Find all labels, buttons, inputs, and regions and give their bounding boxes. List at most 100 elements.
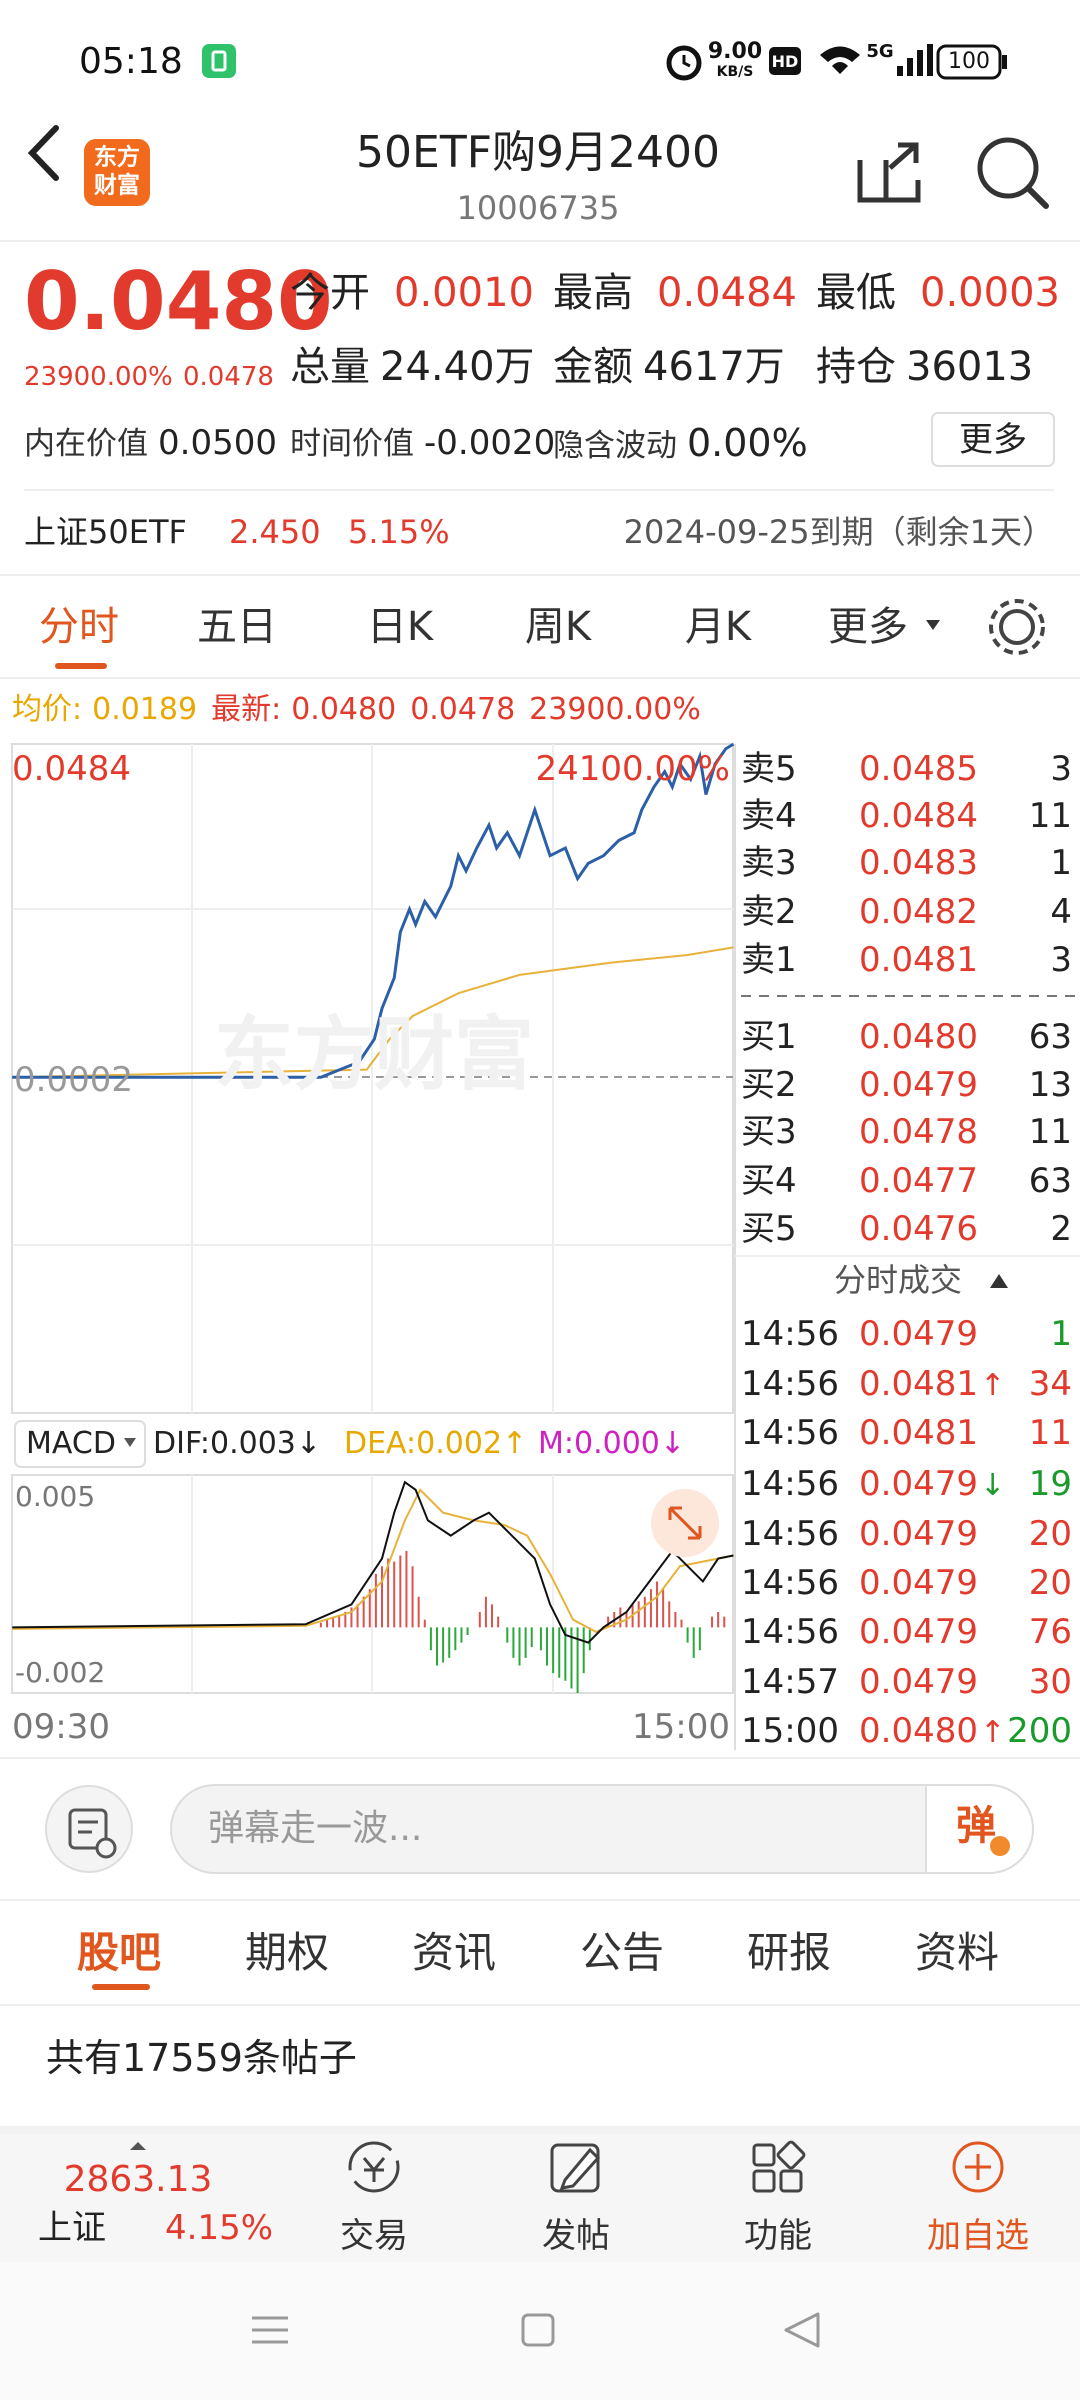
latest-value: 0.0480 (291, 692, 397, 727)
trade-time: 14:56 (741, 1464, 839, 1504)
stat-value: 4617万 (643, 344, 785, 390)
trade-volume: 30 (1028, 1662, 1072, 1702)
trade-time: 14:56 (741, 1314, 839, 1354)
macd-ymin: -0.002 (15, 1656, 106, 1689)
trade-arrow: ↑ (979, 1368, 1006, 1403)
latest-pct: 23900.00% (529, 692, 701, 727)
chart-high: 0.0484 (12, 749, 131, 789)
book-label: 卖1 (741, 940, 797, 980)
more-button[interactable]: 更多 (959, 420, 1027, 460)
bottom-item[interactable]: 功能 (744, 2216, 812, 2256)
trade-price-value: 0.0479 (859, 1563, 978, 1603)
trade-volume: 1 (1050, 1314, 1072, 1354)
chart-tab[interactable]: 周K (524, 604, 592, 650)
stat: 持仓 36013 (816, 347, 1033, 387)
stat-label: 金额 (553, 344, 633, 390)
trade-time: 14:56 (741, 1563, 839, 1603)
section-tab[interactable]: 公告 (579, 1928, 665, 1977)
stat-label: 持仓 (816, 344, 896, 390)
status-time: 05:18 (79, 41, 183, 82)
stat: 总量 24.40万 (290, 347, 535, 387)
trade-time: 14:56 (741, 1514, 839, 1554)
trade-price: 0.0479 (859, 1517, 978, 1551)
page-title: 50ETF购9月2400 (356, 127, 720, 178)
chart-tab[interactable]: 月K (684, 604, 752, 650)
divider (0, 2004, 1080, 2006)
latest-label: 最新: (211, 692, 282, 727)
watermark: 东方财富 (214, 1008, 534, 1101)
macd-dea: DEA:0.002↑ (344, 1426, 528, 1461)
book-label: 买2 (741, 1065, 797, 1105)
macd-name: MACD (26, 1426, 116, 1461)
trade-volume: 20 (1028, 1563, 1072, 1603)
book-price: 0.0479 (859, 1065, 978, 1105)
trade-arrow: ↓ (979, 1468, 1006, 1503)
trade-volume: 34 (1028, 1364, 1072, 1404)
book-price: 0.0481 (859, 940, 978, 980)
book-price: 0.0485 (859, 749, 978, 789)
chart-tab[interactable]: 五日 (197, 604, 277, 650)
book-price: 0.0480 (859, 1017, 978, 1057)
book-price: 0.0483 (859, 843, 978, 883)
stat-value: 0.00% (687, 421, 808, 465)
trade-volume: 200 (1007, 1711, 1072, 1751)
stat-label: 时间价值 (290, 426, 414, 462)
book-volume: 63 (1028, 1017, 1072, 1057)
trade-time: 14:56 (741, 1364, 839, 1404)
stat-label: 最高 (553, 270, 633, 316)
chart-tab[interactable]: 更多 (828, 604, 908, 650)
logo-text: 东方 (94, 144, 140, 171)
battery-level: 100 (948, 49, 990, 74)
book-volume: 13 (1028, 1065, 1072, 1105)
chart-tab[interactable]: 分时 (39, 604, 119, 650)
net-speed: 9.00 (707, 39, 763, 64)
net-speed-unit: KB/S (716, 64, 754, 80)
trade-price: 0.0481 (859, 1416, 978, 1450)
bottom-item[interactable]: 交易 (340, 2216, 408, 2256)
stat-value: 0.0500 (158, 423, 277, 463)
bottom-item[interactable]: 发帖 (542, 2216, 610, 2256)
book-volume: 11 (1028, 796, 1072, 836)
divider (0, 1899, 1080, 1901)
book-volume: 63 (1028, 1161, 1072, 1201)
section-tab[interactable]: 股吧 (76, 1928, 162, 1977)
macd-m: M:0.000↓ (538, 1426, 686, 1461)
book-label: 买4 (741, 1161, 797, 1201)
stat: 最低 0.0003 (816, 273, 1060, 313)
section-tab[interactable]: 资讯 (411, 1928, 497, 1977)
trade-price: 0.0479 (859, 1317, 978, 1351)
underlying-pct: 5.15% (348, 513, 450, 551)
divider (0, 240, 1080, 242)
stat-value: 0.0003 (920, 270, 1060, 316)
underlying-name: 上证50ETF (24, 513, 187, 551)
divider (24, 489, 1054, 491)
section-tab[interactable]: 期权 (244, 1928, 330, 1977)
divider (0, 2126, 1080, 2134)
chart-tab[interactable]: 日K (366, 604, 434, 650)
index-name: 上证 (38, 2208, 106, 2248)
trade-time: 14:56 (741, 1612, 839, 1652)
section-tab[interactable]: 研报 (746, 1928, 832, 1977)
logo-text: 财富 (94, 172, 140, 199)
time-end: 15:00 (632, 1707, 730, 1747)
book-price: 0.0477 (859, 1161, 978, 1201)
trade-time: 14:56 (741, 1413, 839, 1453)
divider (0, 574, 1080, 576)
stat-value: 0.0010 (394, 270, 534, 316)
book-label: 卖2 (741, 892, 797, 932)
bottom-item[interactable]: 加自选 (927, 2216, 1029, 2256)
stat: 隐含波动 0.00% (553, 424, 808, 462)
trade-arrow: ↑ (979, 1715, 1006, 1750)
stat-value: 24.40万 (380, 344, 535, 390)
book-label: 卖4 (741, 796, 797, 836)
divider (0, 1757, 1080, 1759)
comment-input[interactable]: 弹幕走一波... (208, 1808, 423, 1849)
book-label: 买1 (741, 1017, 797, 1057)
book-volume: 1 (1050, 843, 1072, 883)
danmaku-button[interactable]: 弹 (956, 1803, 996, 1849)
trade-volume: 20 (1028, 1514, 1072, 1554)
trade-time: 14:57 (741, 1662, 839, 1702)
section-tab[interactable]: 资料 (914, 1928, 1000, 1977)
macd-dif: DIF:0.003↓ (153, 1426, 322, 1461)
book-volume: 4 (1050, 892, 1072, 932)
